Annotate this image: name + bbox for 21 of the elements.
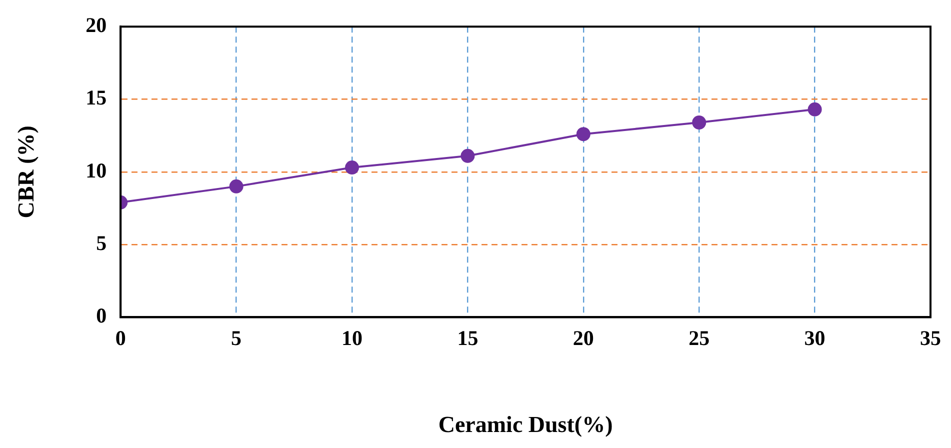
x-tick-label: 0 [115, 326, 126, 350]
y-tick-label: 15 [86, 86, 107, 110]
point [808, 102, 822, 116]
x-tick-label: 10 [342, 326, 362, 350]
x-tick-label: 30 [804, 326, 826, 350]
point [692, 116, 706, 130]
point [345, 160, 359, 175]
x-tick-label: 35 [920, 326, 941, 350]
x-tick-label: 5 [231, 326, 242, 350]
y-tick-label: 10 [86, 158, 107, 182]
x-tick-label: 25 [688, 326, 710, 350]
y-tick-label: 0 [96, 304, 107, 328]
x-tick-label: 15 [457, 326, 478, 350]
y-axis-title: CBR (%) [14, 126, 39, 218]
y-tick-label: 5 [96, 230, 107, 255]
point [576, 127, 590, 142]
point [460, 148, 475, 163]
y-tick-label: 20 [86, 13, 107, 38]
x-tick-label: 20 [572, 326, 594, 350]
x-axis-title: Ceramic Dust(%) [438, 412, 613, 438]
point [229, 179, 244, 194]
